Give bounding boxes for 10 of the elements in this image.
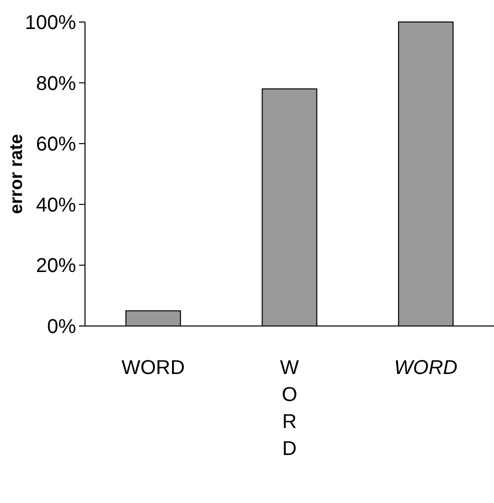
y-axis-title: error rate xyxy=(6,134,26,214)
y-tick-label: 0% xyxy=(47,316,76,338)
x-tick-label: WORD xyxy=(122,357,185,379)
y-tick-label: 100% xyxy=(24,12,76,34)
y-tick-label: 60% xyxy=(36,134,76,156)
x-tick-label: WORD xyxy=(394,357,458,379)
y-tick-label: 80% xyxy=(36,72,76,95)
x-tick-label: WORD xyxy=(280,357,300,460)
y-tick-label: 40% xyxy=(36,194,76,216)
y-tick-label: 20% xyxy=(36,255,76,278)
